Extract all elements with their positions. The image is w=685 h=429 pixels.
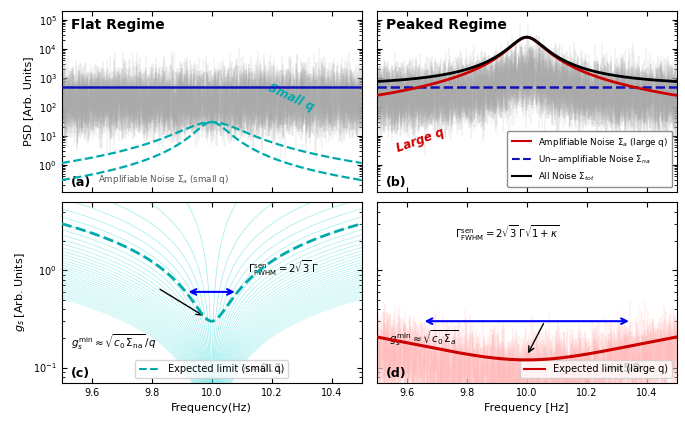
Text: $\kappa$=0.1: $\kappa$=0.1: [242, 362, 283, 375]
Text: Amplifiable Noise $\Sigma_a$ (small q): Amplifiable Noise $\Sigma_a$ (small q): [98, 172, 229, 186]
Text: (a): (a): [71, 176, 91, 189]
Text: $\Gamma_{\rm FWHM}^{\rm sen}=2\sqrt{3}\,\Gamma$: $\Gamma_{\rm FWHM}^{\rm sen}=2\sqrt{3}\,…: [248, 258, 319, 278]
Text: $\Gamma_{\rm FWHM}^{\rm sen}=2\sqrt{3}\,\Gamma\sqrt{1+\kappa}$: $\Gamma_{\rm FWHM}^{\rm sen}=2\sqrt{3}\,…: [455, 224, 559, 243]
Text: Flat Regime: Flat Regime: [71, 18, 164, 32]
Text: Small q: Small q: [266, 81, 316, 113]
Legend: Amplifiable Noise $\Sigma_a$ (large q), Un$-$amplifiable Noise $\Sigma_{na}$, Al: Amplifiable Noise $\Sigma_a$ (large q), …: [507, 131, 673, 187]
Text: (d): (d): [386, 367, 406, 380]
Text: $\kappa$=50: $\kappa$=50: [605, 362, 641, 375]
Text: Peaked Regime: Peaked Regime: [386, 18, 507, 32]
Y-axis label: PSD [Arb. Units]: PSD [Arb. Units]: [23, 57, 33, 146]
Text: $g_s^{\rm min}\approx\sqrt{c_0\,\Sigma_{\rm na}}\,/q$: $g_s^{\rm min}\approx\sqrt{c_0\,\Sigma_{…: [71, 332, 156, 352]
Text: $g_s^{\rm min}\approx\sqrt{c_0\,\Sigma_a}$: $g_s^{\rm min}\approx\sqrt{c_0\,\Sigma_a…: [388, 328, 458, 348]
X-axis label: Frequency(Hz): Frequency(Hz): [171, 403, 252, 413]
Text: (c): (c): [71, 367, 90, 380]
Text: Large q: Large q: [395, 126, 446, 155]
Legend: Expected limit (small q): Expected limit (small q): [135, 360, 288, 378]
Text: (b): (b): [386, 176, 406, 189]
X-axis label: Frequency [Hz]: Frequency [Hz]: [484, 403, 569, 413]
Legend: Expected limit (large q): Expected limit (large q): [520, 360, 672, 378]
Y-axis label: $g_s$ [Arb. Units]: $g_s$ [Arb. Units]: [14, 253, 27, 332]
